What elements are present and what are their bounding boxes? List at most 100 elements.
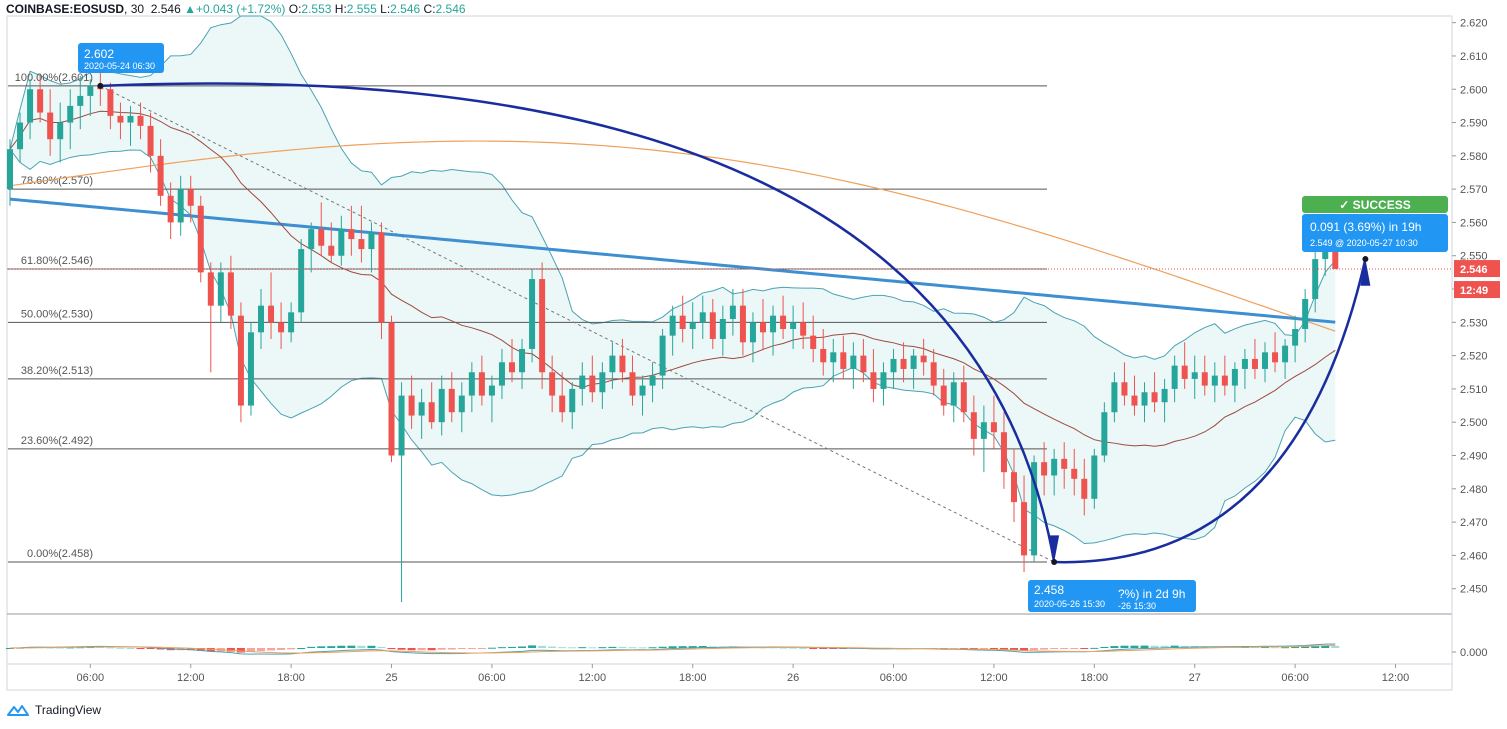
- candle-body: [709, 312, 716, 339]
- ma-blue-line: [9, 197, 1336, 324]
- arrow-down-icon: [1049, 535, 1060, 563]
- candle-body: [167, 195, 174, 223]
- candle: [428, 382, 435, 429]
- candle-body: [187, 189, 194, 206]
- high-point-marker: [97, 82, 104, 89]
- candle: [237, 302, 244, 423]
- price-tick-label: 2.590: [1460, 118, 1488, 130]
- time-tick-label: 06:00: [77, 672, 105, 684]
- interval-label[interactable]: 30: [130, 2, 145, 16]
- time-tick-label: 12:00: [177, 672, 205, 684]
- candle-body: [539, 279, 546, 373]
- low-label-date: 2020-05-26 15:30: [1034, 599, 1105, 609]
- candle: [679, 295, 686, 343]
- candle: [719, 305, 726, 356]
- macd-histogram-bar: [1250, 647, 1259, 649]
- candle-body: [308, 229, 315, 250]
- time-tick-label: 06:00: [478, 672, 506, 684]
- candle-body: [1171, 365, 1178, 389]
- macd-histogram-bar: [407, 648, 416, 651]
- price-tick-label: 2.620: [1460, 18, 1488, 30]
- candle: [378, 222, 385, 339]
- target-label-box: [1302, 214, 1448, 252]
- candle: [177, 175, 184, 236]
- candle: [960, 365, 967, 423]
- macd-histogram-bar: [1170, 645, 1179, 648]
- candle-body: [87, 85, 94, 96]
- candle: [1221, 355, 1228, 396]
- macd-histogram-bar: [417, 648, 426, 651]
- candle-body: [1041, 462, 1048, 476]
- price-tick-label: 2.550: [1460, 251, 1488, 263]
- candle-body: [1161, 388, 1168, 403]
- target-point-marker: [1362, 256, 1369, 263]
- macd-histogram-bar: [608, 646, 617, 648]
- symbol-label[interactable]: COINBASE:EOSUSD: [6, 2, 125, 16]
- candle: [217, 262, 224, 323]
- candle-body: [1011, 472, 1017, 503]
- macd-histogram-bar: [206, 648, 215, 652]
- macd-histogram-bar: [347, 645, 356, 648]
- candle-body: [810, 335, 817, 349]
- candle-body: [47, 112, 54, 140]
- candle: [980, 405, 987, 473]
- candle-body: [17, 122, 24, 150]
- candle: [539, 262, 546, 389]
- candle: [639, 375, 646, 416]
- candle: [388, 315, 395, 463]
- candle-body: [358, 239, 365, 250]
- candle: [970, 395, 977, 456]
- candle-body: [1121, 382, 1128, 396]
- macd-histogram-bar: [257, 648, 265, 652]
- macd-histogram-bar: [638, 647, 647, 649]
- macd-histogram-bar: [989, 648, 998, 650]
- candle: [268, 272, 275, 339]
- macd-histogram-bar: [1150, 645, 1159, 648]
- candle: [1161, 378, 1168, 423]
- macd-histogram-bar: [367, 645, 376, 648]
- candle: [298, 239, 305, 323]
- candle-body: [7, 149, 13, 190]
- macd-histogram-bar: [1321, 645, 1330, 648]
- price-tick-label: 2.450: [1460, 584, 1488, 596]
- high-label-value: 2.602: [84, 47, 114, 61]
- candle: [1201, 355, 1208, 396]
- candle-body: [689, 322, 696, 329]
- candle-body: [418, 402, 425, 416]
- candle: [760, 299, 766, 349]
- candle: [900, 342, 907, 383]
- candle: [669, 305, 676, 356]
- candle: [699, 295, 706, 339]
- candle: [990, 395, 997, 449]
- candle: [860, 338, 867, 383]
- candle: [780, 295, 787, 339]
- price-tag-box: [1454, 281, 1500, 299]
- candle-body: [609, 355, 616, 373]
- candle-body: [990, 422, 997, 433]
- tradingview-brand[interactable]: TradingView: [7, 703, 101, 717]
- candle: [1292, 315, 1299, 363]
- low-label: L:: [380, 2, 391, 16]
- time-tick-label: 18:00: [679, 672, 707, 684]
- candle-body: [1091, 455, 1098, 499]
- candle: [709, 299, 716, 349]
- candle-body: [780, 315, 787, 329]
- candle-body: [117, 115, 124, 123]
- candle-body: [930, 362, 937, 386]
- last-price: 2.546: [150, 2, 181, 16]
- candle-body: [569, 388, 576, 413]
- candle: [1241, 348, 1248, 389]
- target-label-sub: 2.549 @ 2020-05-27 10:30: [1310, 238, 1418, 248]
- candle-body: [237, 315, 244, 406]
- candle: [1141, 382, 1148, 423]
- candle-body: [1312, 259, 1319, 300]
- macd-histogram-bar: [1140, 645, 1149, 648]
- macd-histogram-bar: [1080, 648, 1089, 649]
- candle: [338, 215, 345, 266]
- macd-histogram-bar: [1040, 648, 1049, 650]
- candle-body: [318, 229, 325, 246]
- macd-histogram-bar: [658, 646, 667, 648]
- high-label-date: 2020-05-24 06:30: [84, 61, 155, 71]
- candle: [127, 105, 134, 146]
